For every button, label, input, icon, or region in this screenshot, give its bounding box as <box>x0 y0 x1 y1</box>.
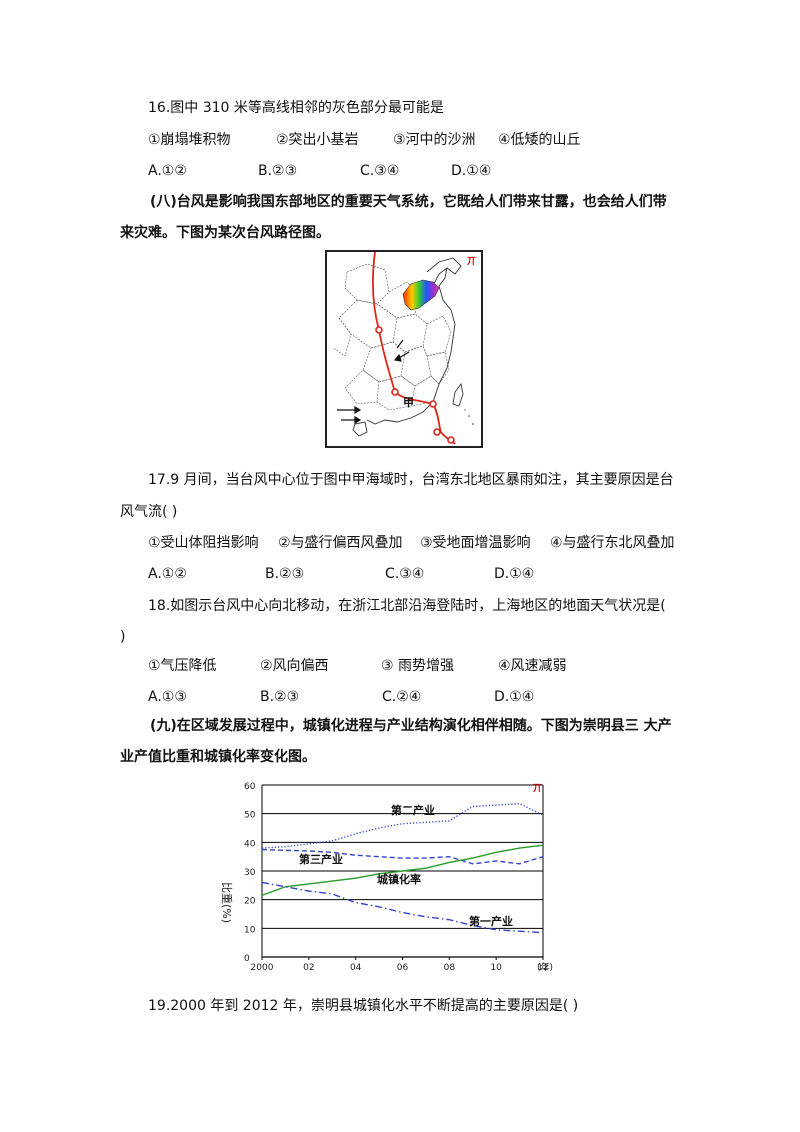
typhoon-position-marker <box>391 388 399 396</box>
map-corner-mark: 丌 <box>467 256 476 267</box>
typhoon-track <box>372 251 456 445</box>
q17-stem-line1: 17.9 月间，当台风中心位于图中甲海域时，台湾东北地区暴雨如注，其主要原因是台 <box>148 472 674 488</box>
q16-choice-d[interactable]: D.①④ <box>451 163 492 179</box>
taiwan-island <box>452 382 464 407</box>
typhoon-position-marker <box>447 436 455 444</box>
small-islands <box>464 409 474 425</box>
chart-svg: 0 10 20 30 40 50 60 2000 02 04 06 08 10 12 比重(%) (年)… <box>220 782 553 973</box>
y-tick-label: 10 <box>244 925 256 935</box>
x-tick-label: 10 <box>490 963 502 973</box>
series-line-1 <box>261 848 544 865</box>
section8-intro-line1: (八)台风是影响我国东部地区的重要天气系统，它既给人们带来甘露，也会给人们带 <box>150 194 667 210</box>
series-line-3 <box>261 881 544 934</box>
typhoon-track-map: 甲 丌 <box>325 250 483 448</box>
q17-choice-a[interactable]: A.①② <box>148 566 187 582</box>
q18-option-3: ③ 雨势增强 <box>381 658 455 674</box>
y-tick-label: 0 <box>244 954 250 964</box>
q18-choice-a[interactable]: A.①③ <box>148 689 187 705</box>
q17-option-3: ③受地面增温影响 <box>420 535 531 551</box>
y-axis-label: 比重(%) <box>220 882 234 923</box>
typhoon-position-marker <box>433 428 441 436</box>
q17-stem-line2: 风气流( ) <box>120 504 178 520</box>
label-jia: 甲 <box>403 396 414 409</box>
typhoon-position-marker <box>429 400 437 408</box>
q17-choice-d[interactable]: D.①④ <box>494 566 535 582</box>
coastline <box>366 266 456 425</box>
series-line-0 <box>261 802 544 849</box>
x-axis-unit-label: (年) <box>537 961 553 973</box>
q16-choice-c[interactable]: C.③④ <box>360 163 400 179</box>
q17-choice-b[interactable]: B.②③ <box>265 566 305 582</box>
x-tick-label: 2000 <box>251 963 274 973</box>
series-label-primary: 第一产业 <box>469 914 513 928</box>
y-tick-labels: 0 10 20 30 40 50 60 <box>244 782 256 964</box>
section9-intro-line1: (九)在区域发展过程中，城镇化进程与产业结构演化相伴相随。下图为崇明县三 大产 <box>150 718 672 734</box>
series-line-2 <box>261 844 544 897</box>
highlighted-region <box>402 279 440 311</box>
q17-option-2: ②与盛行偏西风叠加 <box>278 535 403 551</box>
q16-option-3: ③河中的沙洲 <box>393 132 476 148</box>
northeast-coast <box>426 257 462 275</box>
y-tick-label: 20 <box>244 897 256 907</box>
q16-option-4: ④低矮的山丘 <box>498 132 581 148</box>
series-label-tertiary: 第三产业 <box>299 852 343 866</box>
q18-stem-line2: ) <box>120 629 126 645</box>
q17-choice-c[interactable]: C.③④ <box>385 566 425 582</box>
typhoon-positions <box>375 326 455 444</box>
y-tick-label: 60 <box>244 782 256 792</box>
map-svg: 甲 丌 <box>332 251 476 445</box>
q16-stem: 16.图中 310 米等高线相邻的灰色部分最可能是 <box>148 100 444 116</box>
q16-option-1: ①崩塌堆积物 <box>148 132 231 148</box>
series-label-urbanization: 城镇化率 <box>377 872 421 886</box>
x-tick-label: 08 <box>444 963 456 973</box>
q19-stem: 19.2000 年到 2012 年，崇明县城镇化水平不断提高的主要原因是( ) <box>148 998 579 1014</box>
q16-option-2: ②突出小基岩 <box>276 132 359 148</box>
q18-choice-b[interactable]: B.②③ <box>260 689 300 705</box>
hainan-island <box>352 421 368 437</box>
q18-option-1: ①气压降低 <box>148 658 217 674</box>
q16-choice-a[interactable]: A.①② <box>148 163 187 179</box>
y-tick-label: 40 <box>244 839 256 849</box>
q18-option-2: ②风向偏西 <box>260 658 329 674</box>
q18-choice-c[interactable]: C.②④ <box>382 689 422 705</box>
section8-intro-line2: 来灾难。下图为某次台风路径图。 <box>120 225 330 241</box>
q18-stem-line1: 18.如图示台风中心向北移动，在浙江北部沿海登陆时，上海地区的地面天气状况是( <box>148 598 666 614</box>
q17-option-1: ①受山体阻挡影响 <box>148 535 259 551</box>
wind-arrows <box>337 339 410 425</box>
chart-gridlines <box>261 784 544 960</box>
x-tick-label: 04 <box>350 963 362 973</box>
x-tick-labels: 2000 02 04 06 08 10 12 <box>251 963 549 973</box>
y-tick-label: 30 <box>244 868 256 878</box>
series-label-secondary: 第二产业 <box>391 803 435 817</box>
q17-option-4: ④与盛行东北风叠加 <box>550 535 675 551</box>
chart-corner-mark: 丌 <box>533 783 542 794</box>
section9-intro-line2: 业产值比重和城镇化率变化图。 <box>120 749 316 765</box>
q18-option-4: ④风速减弱 <box>498 658 567 674</box>
chart-series <box>261 802 544 934</box>
q18-choice-d[interactable]: D.①④ <box>494 689 535 705</box>
typhoon-position-marker <box>375 326 383 334</box>
x-tick-label: 02 <box>303 963 314 973</box>
x-tick-label: 12 <box>537 963 548 973</box>
q16-choice-b[interactable]: B.②③ <box>258 163 298 179</box>
x-tick-label: 06 <box>397 963 409 973</box>
industry-urbanization-chart: 0 10 20 30 40 50 60 2000 02 04 06 08 10 12 比重(%) (年)… <box>215 777 555 977</box>
y-tick-label: 50 <box>244 811 256 821</box>
